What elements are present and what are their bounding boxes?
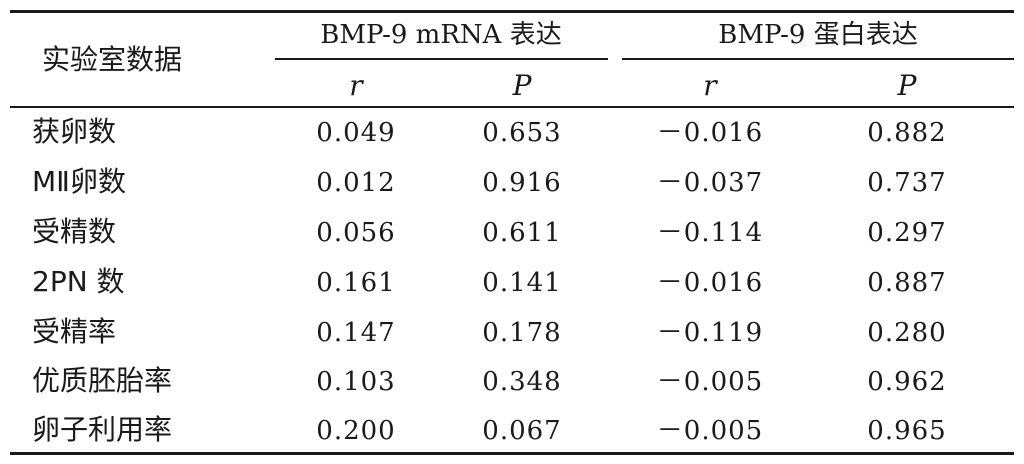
row-label: 受精数 <box>32 215 117 248</box>
table-cell: 0.611 <box>482 218 562 248</box>
table-cell: 0.965 <box>867 416 947 446</box>
table-cell: 0.962 <box>867 367 947 397</box>
table-cell: 0.916 <box>482 168 562 198</box>
group-title-mrna: BMP-9 mRNA 表达 <box>320 20 562 50</box>
row-label: 获卵数 <box>32 115 117 148</box>
row-label: 卵子利用率 <box>32 413 173 446</box>
table-cell: 0.737 <box>867 168 947 198</box>
subheader-p-protein: P <box>897 69 917 102</box>
table-cell: －0.119 <box>656 318 764 348</box>
row-label: 受精率 <box>32 315 117 348</box>
table-cell: 0.348 <box>482 367 562 397</box>
table-cell: 0.882 <box>867 118 947 148</box>
table-cell: －0.016 <box>656 268 764 298</box>
table-cell: 0.200 <box>316 416 396 446</box>
table-cell: 0.178 <box>482 318 562 348</box>
subheader-r-protein: r <box>703 69 717 102</box>
group2-underline <box>622 58 1014 60</box>
header-bottom-rule <box>10 106 1014 108</box>
table-cell: 0.141 <box>482 268 562 298</box>
table-bottom-rule <box>10 452 1014 455</box>
table-cell: 0.147 <box>316 318 396 348</box>
table-cell: 0.012 <box>316 168 396 198</box>
group-title-protein: BMP-9 蛋白表达 <box>718 20 918 50</box>
subheader-r-mrna: r <box>349 69 363 102</box>
row-label: 优质胚胎率 <box>32 364 173 397</box>
table-cell: 0.297 <box>867 218 947 248</box>
table-cell: 0.280 <box>867 318 947 348</box>
table-cell: －0.005 <box>656 367 764 397</box>
subheader-p-mrna: P <box>512 69 532 102</box>
table-cell: 0.049 <box>316 118 396 148</box>
corner-header: 实验室数据 <box>42 43 183 76</box>
table-cell: 0.056 <box>316 218 396 248</box>
table-cell: －0.037 <box>656 168 764 198</box>
table-cell: 0.103 <box>316 367 396 397</box>
table-cell: 0.067 <box>482 416 562 446</box>
table-cell: 0.653 <box>482 118 562 148</box>
table-cell: －0.016 <box>656 118 764 148</box>
table-cell: －0.005 <box>656 416 764 446</box>
table-cell: 0.161 <box>316 268 396 298</box>
row-label: 2PN 数 <box>32 265 125 298</box>
group1-underline <box>275 58 608 60</box>
correlation-table: 实验室数据 BMP-9 mRNA 表达 BMP-9 蛋白表达 r P r P 获… <box>10 10 1014 455</box>
table-cell: －0.114 <box>656 218 764 248</box>
row-label: MⅡ卵数 <box>32 165 126 198</box>
table-top-rule <box>10 10 1014 13</box>
table-cell: 0.887 <box>867 268 947 298</box>
